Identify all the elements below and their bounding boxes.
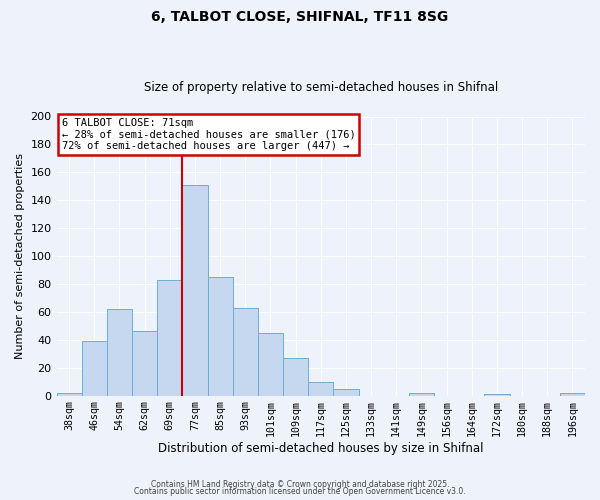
Bar [258,333,283,396]
Bar [157,280,182,396]
Bar [233,308,258,396]
Y-axis label: Number of semi-detached properties: Number of semi-detached properties [15,153,25,359]
Text: Contains public sector information licensed under the Open Government Licence v3: Contains public sector information licen… [134,488,466,496]
Bar [409,393,434,396]
Bar [182,185,208,396]
Bar [560,393,585,396]
Title: Size of property relative to semi-detached houses in Shifnal: Size of property relative to semi-detach… [143,82,498,94]
Bar [334,388,359,396]
Bar [283,358,308,396]
Bar [484,394,509,396]
Text: 6, TALBOT CLOSE, SHIFNAL, TF11 8SG: 6, TALBOT CLOSE, SHIFNAL, TF11 8SG [151,10,449,24]
Bar [107,309,132,396]
Text: 6 TALBOT CLOSE: 71sqm
← 28% of semi-detached houses are smaller (176)
72% of sem: 6 TALBOT CLOSE: 71sqm ← 28% of semi-deta… [62,118,356,151]
Bar [132,332,157,396]
Bar [56,393,82,396]
Bar [82,341,107,396]
X-axis label: Distribution of semi-detached houses by size in Shifnal: Distribution of semi-detached houses by … [158,442,484,455]
Bar [308,382,334,396]
Text: Contains HM Land Registry data © Crown copyright and database right 2025.: Contains HM Land Registry data © Crown c… [151,480,449,489]
Bar [208,277,233,396]
